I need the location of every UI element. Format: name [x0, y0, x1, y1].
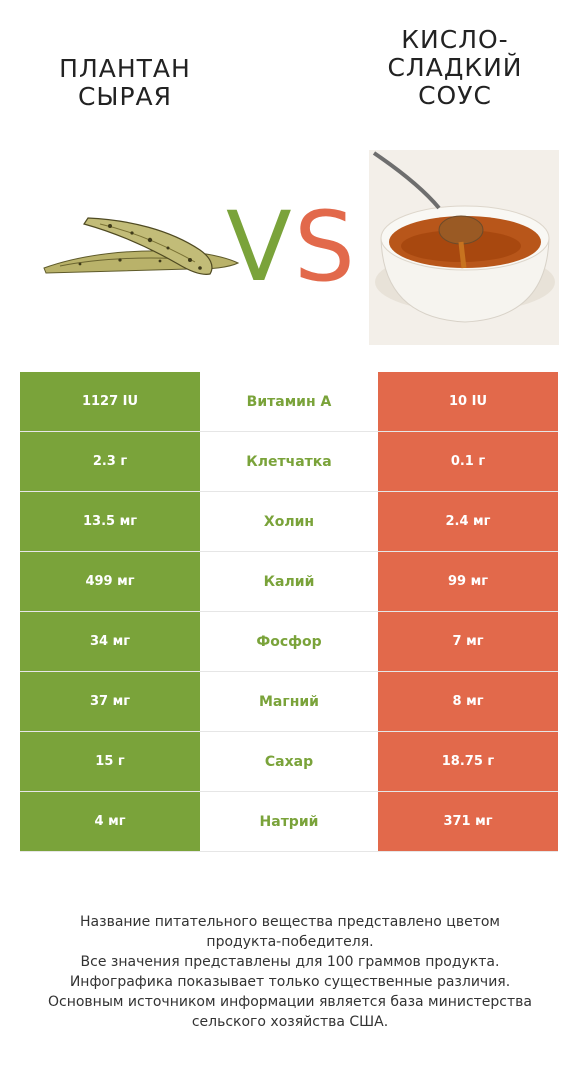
- plantain-image: [43, 217, 240, 275]
- row-divider: [20, 791, 558, 792]
- left-value: 34 мг: [20, 612, 200, 671]
- left-title-line-1: ПЛАНТАН: [59, 54, 191, 83]
- right-title-line-1: КИСЛО-: [401, 25, 509, 54]
- nutrient-name: Магний: [200, 672, 378, 731]
- footer-line-5: Основным источником информации является …: [48, 994, 532, 1010]
- left-title-line-2: СЫРАЯ: [77, 82, 173, 111]
- right-value: 10 IU: [378, 372, 558, 431]
- right-value: 371 мг: [378, 792, 558, 851]
- right-value: 8 мг: [378, 672, 558, 731]
- vs-s-letter: S: [294, 192, 352, 292]
- right-title-line-3: СОУС: [418, 81, 492, 110]
- nutrient-name: Натрий: [200, 792, 378, 851]
- footer-line-2: продукта-победителя.: [206, 934, 374, 950]
- table-row: 2.3 г Клетчатка 0.1 г: [20, 432, 558, 492]
- nutrient-name: Калий: [200, 552, 378, 611]
- left-value: 15 г: [20, 732, 200, 791]
- footer-line-4: Инфографика показывает только существенн…: [69, 974, 511, 990]
- row-divider: [20, 611, 558, 612]
- table-row: 499 мг Калий 99 мг: [20, 552, 558, 612]
- table-row: 1127 IU Витамин A 10 IU: [20, 372, 558, 432]
- nutrient-name: Сахар: [200, 732, 378, 791]
- vs-label: V S: [226, 192, 352, 292]
- left-value: 1127 IU: [20, 372, 200, 431]
- footer-notes: Название питательного вещества представл…: [20, 912, 560, 1032]
- table-row: 15 г Сахар 18.75 г: [20, 732, 558, 792]
- row-divider: [20, 851, 558, 852]
- table-row: 4 мг Натрий 371 мг: [20, 792, 558, 852]
- right-value: 0.1 г: [378, 432, 558, 491]
- left-value: 4 мг: [20, 792, 200, 851]
- comparison-table: 1127 IU Витамин A 10 IU 2.3 г Клетчатка 0.1 г…: [20, 372, 558, 852]
- footer-line-1: Название питательного вещества представл…: [80, 914, 500, 930]
- row-divider: [20, 731, 558, 732]
- left-product-title: ПЛАНТАН СЫРАЯ: [25, 55, 225, 111]
- left-value: 499 мг: [20, 552, 200, 611]
- footer-line-3: Все значения представлены для 100 граммо…: [80, 954, 500, 970]
- row-divider: [20, 431, 558, 432]
- row-divider: [20, 491, 558, 492]
- right-value: 2.4 мг: [378, 492, 558, 551]
- table-row: 13.5 мг Холин 2.4 мг: [20, 492, 558, 552]
- nutrient-name: Холин: [200, 492, 378, 551]
- right-title-line-2: СЛАДКИЙ: [387, 53, 523, 82]
- row-divider: [20, 551, 558, 552]
- left-value: 13.5 мг: [20, 492, 200, 551]
- footer-line-6: сельского хозяйства США.: [191, 1014, 389, 1030]
- table-row: 34 мг Фосфор 7 мг: [20, 612, 558, 672]
- table-row: 37 мг Магний 8 мг: [20, 672, 558, 732]
- left-value: 37 мг: [20, 672, 200, 731]
- vs-v-letter: V: [226, 192, 292, 292]
- nutrient-name: Фосфор: [200, 612, 378, 671]
- sauce-image: [369, 150, 559, 345]
- right-product-title: КИСЛО- СЛАДКИЙ СОУС: [355, 26, 555, 110]
- nutrient-name: Витамин A: [200, 372, 378, 431]
- row-divider: [20, 671, 558, 672]
- nutrient-name: Клетчатка: [200, 432, 378, 491]
- left-value: 2.3 г: [20, 432, 200, 491]
- right-value: 18.75 г: [378, 732, 558, 791]
- right-value: 99 мг: [378, 552, 558, 611]
- right-value: 7 мг: [378, 612, 558, 671]
